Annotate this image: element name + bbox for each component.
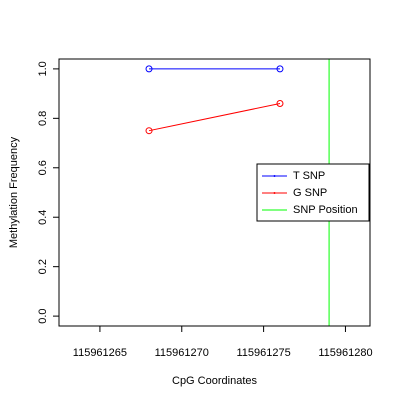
g-snp-point	[145, 127, 153, 135]
t-snp-point	[276, 65, 284, 73]
y-tick-label: 0.2	[37, 259, 49, 274]
x-tick-label: 115961270	[155, 347, 209, 359]
legend-label-snp-position: SNP Position	[293, 204, 358, 216]
series-layer	[145, 65, 284, 135]
t-snp-point	[145, 65, 153, 73]
legend-label-g-snp: G SNP	[293, 187, 327, 199]
y-tick-label: 0.0	[37, 308, 49, 323]
y-tick-label: 1.0	[37, 61, 49, 76]
axes: 115961265 115961270 115961275 115961280 0.0 0…	[37, 58, 373, 359]
y-tick-label: 0.4	[37, 210, 49, 225]
g-snp-point	[276, 100, 284, 107]
y-tick-label: 0.6	[37, 160, 49, 175]
y-axis-label: Methylation Frequency	[8, 136, 20, 248]
x-tick-label: 115961265	[73, 347, 127, 359]
x-tick-label: 115961280	[318, 347, 372, 359]
legend-label-t-snp: T SNP	[293, 170, 325, 182]
legend-marker-g-snp	[273, 192, 276, 194]
y-tick-label: 0.8	[37, 111, 49, 126]
x-tick-label: 115961275	[236, 347, 290, 359]
x-axis-label: CpG Coordinates	[172, 375, 257, 387]
g-snp-line	[148, 103, 281, 132]
legend-marker-t-snp	[273, 175, 276, 177]
legend: T SNP G SNP SNP Position	[256, 163, 370, 222]
